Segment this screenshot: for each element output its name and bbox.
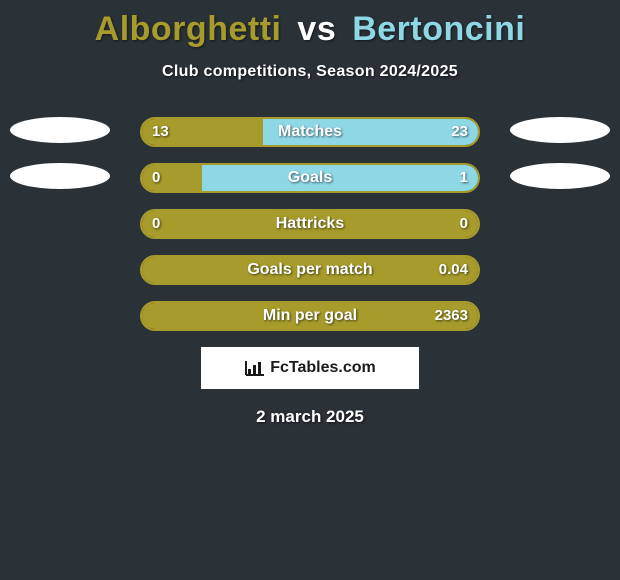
vs-text: vs — [297, 10, 336, 48]
stats-chart: 1323Matches 01Goals 00Hattricks 0.04Goals p… — [0, 117, 620, 331]
stat-row: 00Hattricks — [0, 209, 620, 239]
comparison-title: Alborghetti vs Bertoncini — [0, 0, 620, 49]
brand-text: FcTables.com — [270, 359, 376, 377]
stat-row: 0.04Goals per match — [0, 255, 620, 285]
stat-label: Hattricks — [140, 209, 480, 239]
player2-name: Bertoncini — [352, 10, 525, 48]
stat-label: Min per goal — [140, 301, 480, 331]
club-badge-left — [10, 163, 110, 189]
club-badge-right — [510, 117, 610, 143]
subtitle: Club competitions, Season 2024/2025 — [0, 63, 620, 81]
player1-name: Alborghetti — [95, 10, 282, 48]
stat-label: Matches — [140, 117, 480, 147]
stat-row: 2363Min per goal — [0, 301, 620, 331]
stat-label: Goals per match — [140, 255, 480, 285]
stat-row: 1323Matches — [0, 117, 620, 147]
date-text: 2 march 2025 — [0, 407, 620, 427]
brand-chart-icon — [244, 359, 266, 377]
stat-row: 01Goals — [0, 163, 620, 193]
club-badge-right — [510, 163, 610, 189]
club-badge-left — [10, 117, 110, 143]
brand-badge: FcTables.com — [201, 347, 419, 389]
stat-label: Goals — [140, 163, 480, 193]
